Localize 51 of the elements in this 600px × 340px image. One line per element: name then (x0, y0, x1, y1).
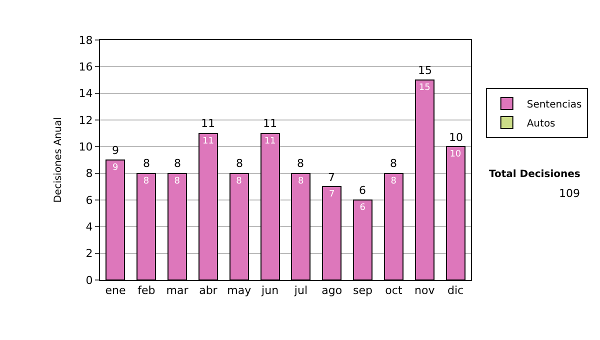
total-label: 9 (112, 144, 119, 157)
total-label: 11 (263, 117, 277, 130)
y-tick-label: 8 (86, 167, 93, 180)
x-tick-label: nov (414, 284, 436, 298)
total-label: 8 (174, 157, 181, 170)
data-label: 11 (264, 136, 276, 146)
data-label: 8 (236, 176, 242, 186)
y-tick-label: 0 (86, 274, 93, 287)
x-tick-label: ago (322, 284, 342, 298)
total-label: 10 (449, 131, 463, 144)
data-label: 11 (202, 136, 214, 146)
total-label: 6 (359, 184, 366, 197)
text: 109 (559, 187, 580, 200)
x-tick-label: jul (293, 284, 308, 298)
x-tick-label: jun (260, 284, 279, 298)
y-tick-label: 18 (78, 34, 93, 47)
text: Total Decisiones (489, 169, 580, 180)
y-tick-label: 12 (78, 114, 93, 127)
x-tick-label: dic (447, 284, 464, 298)
total-label: 8 (297, 157, 304, 170)
x-tick-label: may (227, 284, 252, 298)
x-tick-label: ene (105, 284, 126, 298)
y-axis-title: Decisiones Anual (52, 117, 64, 203)
data-label: 8 (143, 176, 150, 186)
data-label: 9 (112, 163, 118, 173)
data-label: 10 (450, 150, 462, 160)
data-label: 8 (298, 176, 304, 186)
y-tick-label: 6 (86, 194, 93, 207)
data-label: 7 (329, 190, 335, 200)
data-label: 8 (390, 176, 397, 186)
legend-label: Autos (526, 118, 556, 130)
total-label: 11 (201, 117, 215, 130)
total-label: 15 (418, 64, 432, 77)
x-tick-label: abr (199, 284, 218, 298)
data-label: 8 (174, 176, 180, 186)
y-tick-label: 14 (78, 87, 93, 100)
y-tick-label: 4 (86, 220, 93, 234)
x-tick-label: mar (166, 284, 189, 298)
total-label: 8 (143, 157, 150, 170)
x-tick-label: oct (385, 284, 403, 298)
x-tick-label: feb (138, 284, 156, 298)
data-label: 15 (418, 83, 430, 93)
y-tick-label: 16 (78, 60, 93, 74)
x-tick-label: sep (353, 284, 373, 298)
total-label: 8 (236, 157, 243, 170)
y-tick-label: 10 (78, 140, 93, 154)
legend-label: Sentencias (526, 99, 582, 110)
total-label: 8 (390, 157, 397, 170)
y-tick-label: 2 (86, 247, 93, 260)
total-label: 7 (328, 171, 335, 184)
data-label: 6 (360, 203, 366, 213)
